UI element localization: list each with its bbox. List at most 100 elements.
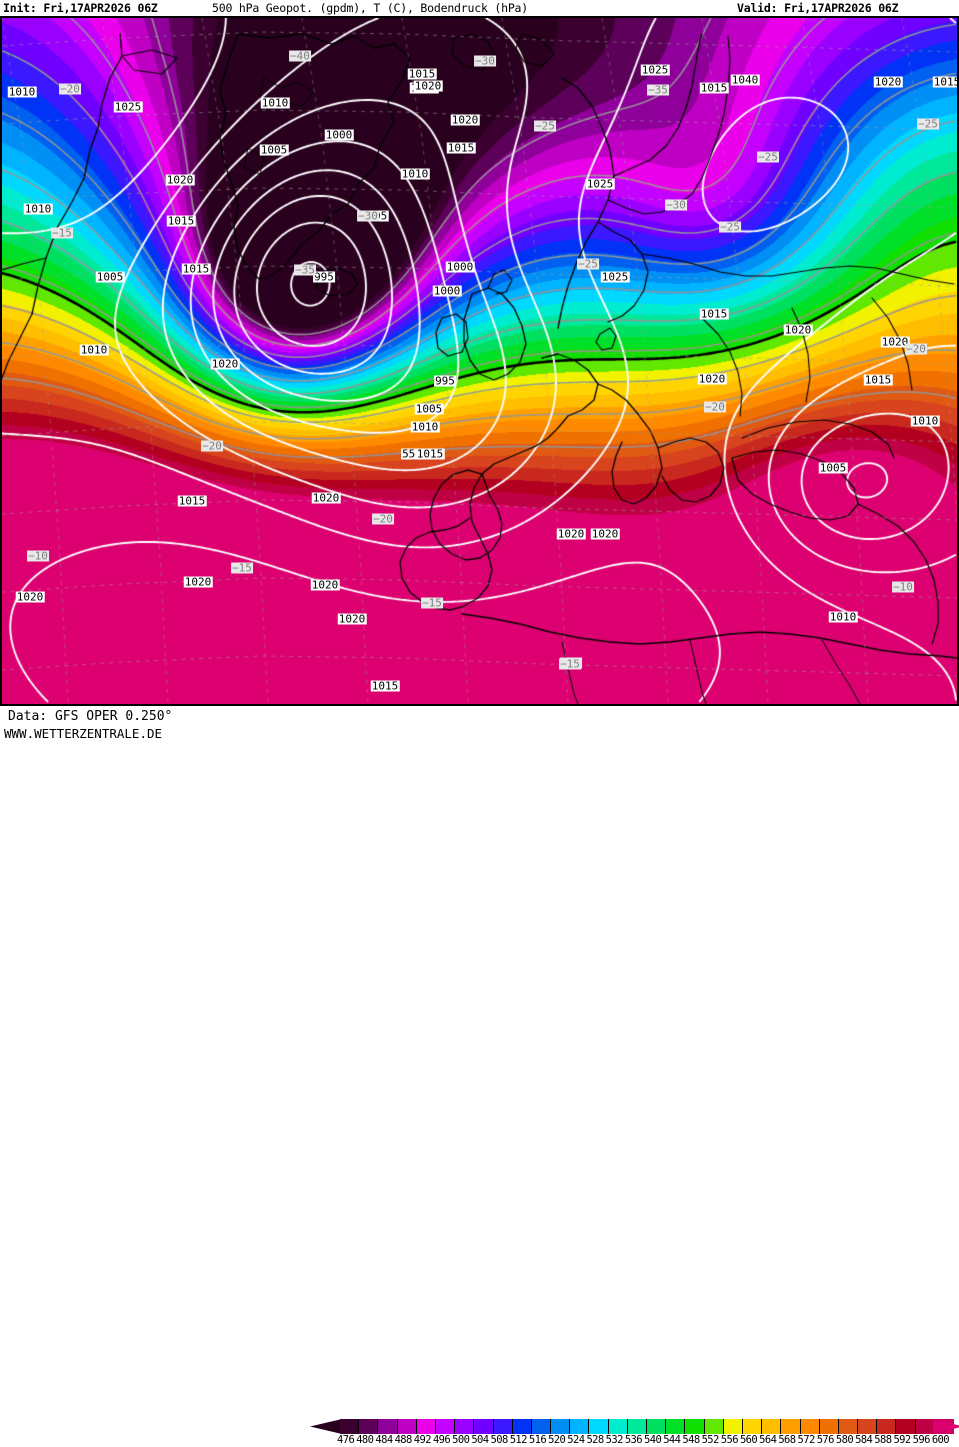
temperature-contour-label: −10 <box>27 549 49 563</box>
pressure-contour-label: 1015 <box>699 307 729 321</box>
colorbar-tick: 484 <box>375 1434 393 1446</box>
temperature-contour-label: −20 <box>59 82 81 96</box>
colorbar-tick: 584 <box>855 1434 873 1446</box>
colorbar-tick: 476 <box>337 1434 355 1446</box>
colorbar-swatch <box>359 1419 379 1434</box>
temperature-contour-label: −10 <box>892 580 914 594</box>
colorbar-swatch <box>455 1419 475 1434</box>
pressure-contour-label: 1010 <box>260 96 290 110</box>
pressure-contour-label: 1010 <box>410 420 440 434</box>
init-time-label: Init: Fri,17APR2026 06Z <box>3 1 158 15</box>
colorbar-tick-labels: 476 480 484 488 492 496 500 504 508 512 516 520 524 5… <box>336 1434 950 1447</box>
pressure-contour-label: 1000 <box>445 260 475 274</box>
pressure-contour-label: 1005 <box>818 461 848 475</box>
pressure-contour-label: 1005 <box>95 270 125 284</box>
colorbar-swatch <box>589 1419 609 1434</box>
data-source-label: Data: GFS OPER 0.250° <box>8 709 173 724</box>
colorbar-tick: 480 <box>356 1434 374 1446</box>
colorbar-tick: 592 <box>893 1434 911 1446</box>
pressure-contour-label: 1010 <box>79 343 109 357</box>
colorbar-swatch <box>551 1419 571 1434</box>
pressure-contour-label: 1010 <box>400 167 430 181</box>
colorbar-tick: 508 <box>490 1434 509 1446</box>
colorbar-swatch <box>493 1419 513 1434</box>
colorbar-swatch <box>397 1419 417 1434</box>
colorbar-tick: 496 <box>432 1434 451 1446</box>
colorbar-swatch <box>378 1419 398 1434</box>
colorbar-tick: 548 <box>682 1434 700 1446</box>
colorbar-tick: 488 <box>394 1434 413 1446</box>
pressure-contour-label: 1020 <box>183 575 213 589</box>
temperature-contour-label: −20 <box>905 342 927 356</box>
map-panel[interactable]: 1010102510101015102010201025101510401020… <box>0 16 959 706</box>
colorbar-under-arrow-icon <box>310 1419 342 1434</box>
pressure-contour-label: 1015 <box>181 262 211 276</box>
temperature-contour-label: −35 <box>647 83 669 97</box>
temperature-contour-label: −15 <box>51 226 73 240</box>
colorbar-swatch <box>435 1419 456 1434</box>
pressure-contour-label: 1010 <box>23 202 53 216</box>
pressure-contour-label: 1010 <box>828 610 858 624</box>
temperature-contour-label: −30 <box>665 198 687 212</box>
colorbar-swatch <box>858 1419 878 1434</box>
chart-header: Init: Fri,17APR2026 06Z 500 hPa Geopot. … <box>0 0 959 16</box>
colorbar-swatch <box>838 1419 859 1434</box>
colorbar-swatch <box>896 1419 916 1434</box>
pressure-contour-label: 1025 <box>585 177 615 191</box>
pressure-contour-label: 1005 <box>414 402 444 416</box>
colorbar-tick: 552 <box>701 1434 720 1446</box>
colorbar-tick: 560 <box>739 1434 758 1446</box>
pressure-contour-label: 1020 <box>210 357 240 371</box>
pressure-contour-label: 1020 <box>15 590 45 604</box>
temperature-contour-label: −35 <box>294 263 316 277</box>
colorbar-swatch <box>819 1419 839 1434</box>
pressure-contour-label: 1015 <box>699 81 729 95</box>
chart-footer: Data: GFS OPER 0.250° WWW.WETTERZENTRALE… <box>0 706 959 1446</box>
colorbar-tick: 556 <box>720 1434 739 1446</box>
colorbar-tick: 572 <box>797 1434 816 1446</box>
colorbar-swatch <box>608 1419 628 1434</box>
colorbar-tick: 536 <box>624 1434 643 1446</box>
temperature-contour-label: −20 <box>372 512 394 526</box>
colorbar-tick: 520 <box>548 1434 566 1446</box>
colorbar-tick: 588 <box>874 1434 892 1446</box>
temperature-contour-label: −20 <box>201 439 223 453</box>
colorbar-tick: 516 <box>528 1434 547 1446</box>
pressure-contour-label: 1025 <box>600 270 630 284</box>
temperature-contour-label: −30 <box>474 54 496 68</box>
pressure-contour-label: 1020 <box>337 612 367 626</box>
pressure-contour-label: 995 <box>434 374 456 388</box>
pressure-contour-label: 1000 <box>432 284 462 298</box>
pressure-contour-label: 1010 <box>910 414 940 428</box>
colorbar-swatch <box>685 1419 705 1434</box>
pressure-contour-label: 1020 <box>450 113 480 127</box>
temperature-contour-label: −25 <box>917 117 939 131</box>
pressure-contour-label: 1040 <box>730 73 760 87</box>
pressure-contour-label: 1015 <box>407 67 437 81</box>
colorbar-swatch <box>666 1419 686 1434</box>
colorbar-tick: 544 <box>663 1434 681 1446</box>
colorbar[interactable]: 476 480 484 488 492 496 500 504 508 512 516 520 524 5… <box>296 1418 959 1447</box>
pressure-contour-label: 1005 <box>259 143 289 157</box>
colorbar-swatches[interactable] <box>340 1419 954 1434</box>
colorbar-tick: 600 <box>931 1434 950 1446</box>
pressure-contour-label: 1025 <box>113 100 143 114</box>
colorbar-swatch <box>647 1419 667 1434</box>
pressure-contour-label: 1020 <box>556 527 586 541</box>
pressure-contour-label: 1015 <box>446 141 476 155</box>
pressure-contour-label: 1020 <box>413 79 443 93</box>
colorbar-swatch <box>416 1419 436 1434</box>
pressure-contour-label: 1015 <box>932 76 957 88</box>
map-canvas[interactable] <box>2 18 957 704</box>
colorbar-swatch <box>877 1419 897 1434</box>
colorbar-swatch <box>723 1419 743 1434</box>
pressure-contour-label: 1020 <box>783 323 813 337</box>
colorbar-tick: 540 <box>644 1434 662 1446</box>
pressure-contour-label: 1020 <box>880 335 910 349</box>
colorbar-tick: 532 <box>605 1434 624 1446</box>
temperature-contour-label: −25 <box>577 257 599 271</box>
temperature-contour-label: −15 <box>231 561 253 575</box>
pressure-contour-label: 1025 <box>640 63 670 77</box>
colorbar-swatch <box>627 1419 647 1434</box>
colorbar-tick: 576 <box>816 1434 835 1446</box>
